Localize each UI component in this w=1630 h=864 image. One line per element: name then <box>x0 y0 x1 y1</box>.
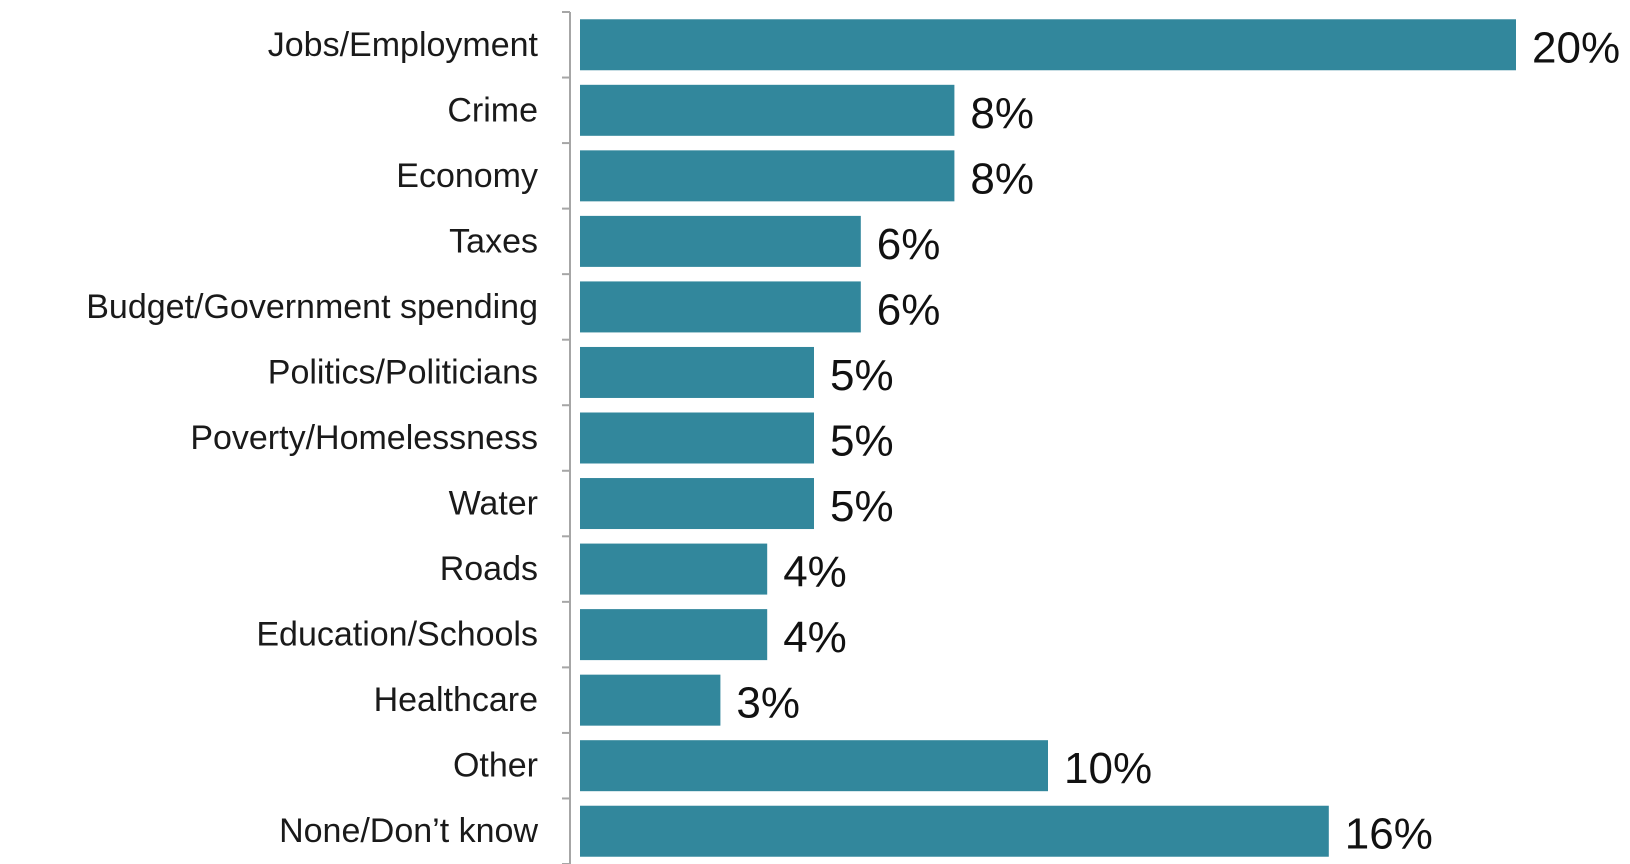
category-label: Crime <box>447 91 538 129</box>
category-label: None/Don’t know <box>279 812 538 850</box>
bar <box>580 609 768 661</box>
category-label: Poverty/Homelessness <box>190 419 538 457</box>
category-labels: Jobs/Employment Crime Economy Taxes Budget/G… <box>86 26 538 850</box>
bar <box>580 346 814 398</box>
data-label: 20% <box>1532 23 1620 72</box>
bar <box>580 412 814 464</box>
category-label: Healthcare <box>374 681 538 719</box>
y-axis <box>562 11 571 864</box>
data-label: 5% <box>830 351 894 400</box>
bar <box>580 84 955 136</box>
data-label: 5% <box>830 482 894 531</box>
data-label: 4% <box>783 548 847 597</box>
data-label: 6% <box>877 220 941 269</box>
data-label: 6% <box>877 285 941 334</box>
category-label: Economy <box>396 157 538 195</box>
data-label: 5% <box>830 417 894 466</box>
category-label: Roads <box>440 550 538 588</box>
category-label: Water <box>449 485 538 523</box>
bars-group <box>580 19 1516 857</box>
bar <box>580 150 955 202</box>
category-label: Budget/Government spending <box>86 288 538 326</box>
bar <box>580 740 1048 792</box>
bar <box>580 478 814 530</box>
category-label: Education/Schools <box>256 616 538 654</box>
bar <box>580 674 721 726</box>
category-label: Other <box>453 747 538 785</box>
category-label: Politics/Politicians <box>268 353 538 391</box>
data-label: 16% <box>1345 810 1433 859</box>
data-label: 3% <box>736 679 800 728</box>
bar <box>580 215 861 267</box>
data-label: 4% <box>783 613 847 662</box>
data-label: 10% <box>1064 744 1152 793</box>
bar <box>580 19 1516 71</box>
bar <box>580 543 768 595</box>
category-label: Jobs/Employment <box>268 26 539 64</box>
value-labels: 20% 8% 8% 6% 6% 5% 5% 5% 4% 4% 3% 10% 16% <box>736 23 1620 858</box>
data-label: 8% <box>970 89 1034 138</box>
bar <box>580 281 861 333</box>
bar <box>580 805 1329 857</box>
category-label: Taxes <box>449 222 538 260</box>
data-label: 8% <box>970 154 1034 203</box>
